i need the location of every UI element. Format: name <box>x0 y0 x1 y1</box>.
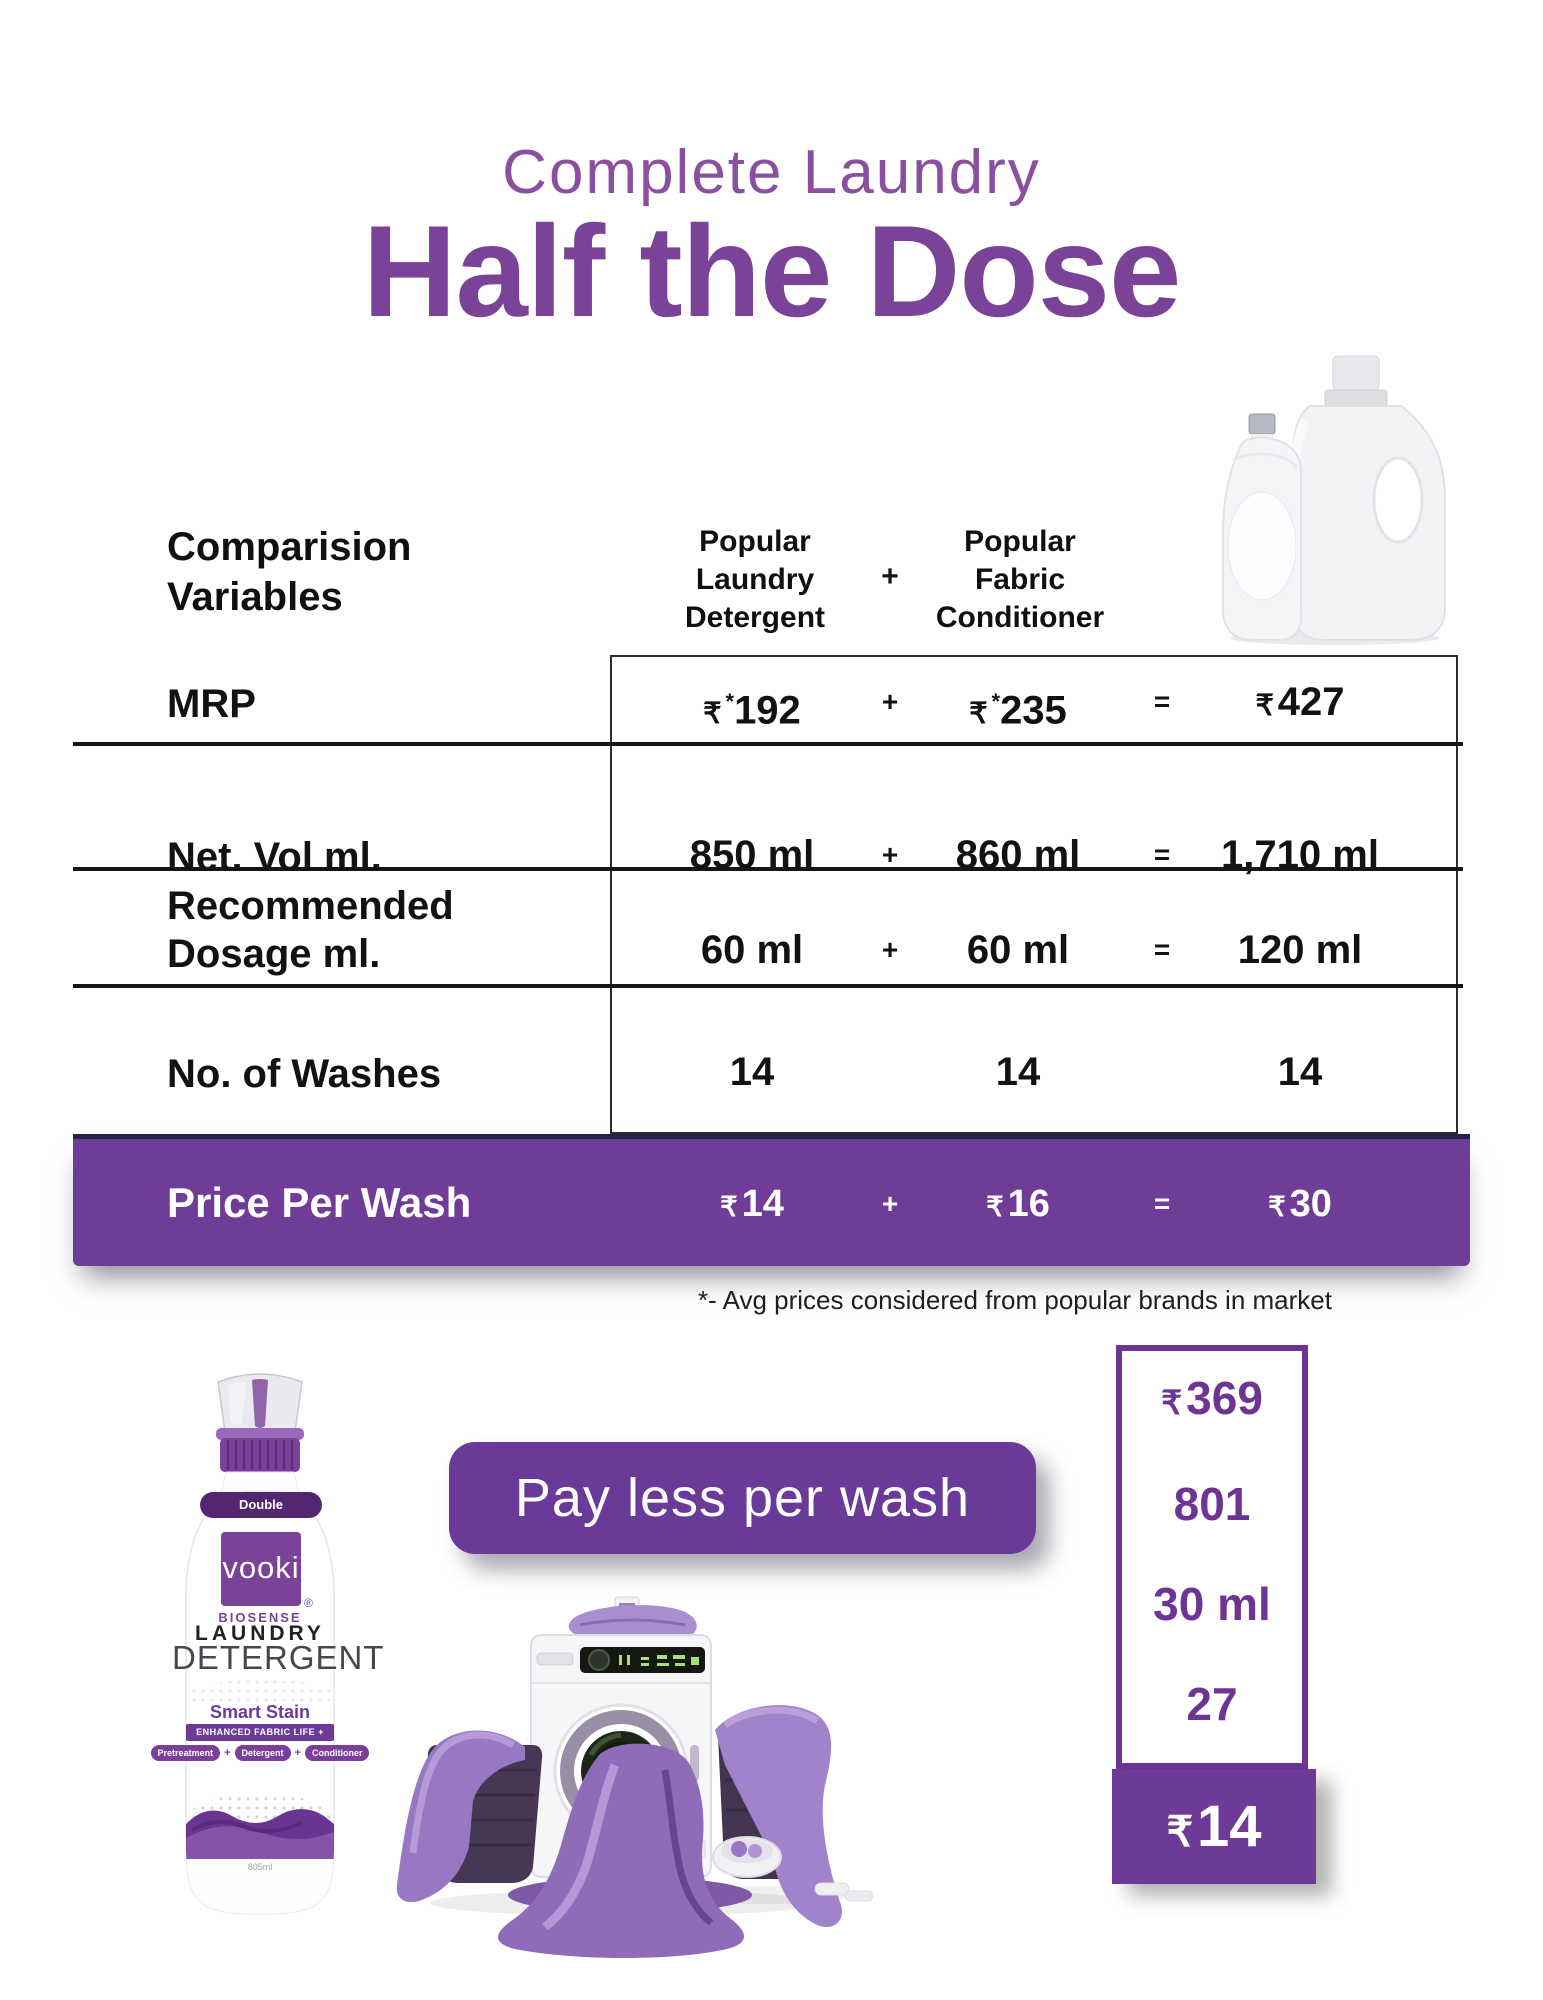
mrp-total-value: ₹427 <box>1255 680 1345 724</box>
washes-total-value: 14 <box>1277 1050 1323 1094</box>
footnote: *- Avg prices considered from popular br… <box>698 1285 1332 1315</box>
registered-mark: ® <box>304 1596 313 1610</box>
vooki-bottle-illustration: Double Concentrated vooki ® BIOSENSE LAU… <box>150 1372 385 1917</box>
vol-conditioner-value: 860 ml <box>955 833 1081 877</box>
bottle-laundry-label: LAUNDRY <box>195 1622 325 1645</box>
summary-mrp: ₹369 <box>1161 1372 1263 1424</box>
dosage-total-value: 120 ml <box>1237 928 1363 972</box>
summary-washes: 27 <box>1186 1678 1238 1730</box>
summary-panel: ₹369 801 30 ml 27 <box>1116 1345 1308 1769</box>
bottle-feature-pills: Pretreatment + Detergent + Conditioner <box>150 1745 370 1761</box>
table-divider <box>73 742 1463 746</box>
mrp-conditioner-value: ₹ *235 <box>969 688 1067 733</box>
vol-detergent-value: 850 ml <box>689 833 815 877</box>
plus-operator: + <box>881 839 899 870</box>
mrp-detergent-value: ₹ *192 <box>703 688 801 733</box>
dosage-conditioner-value: 60 ml <box>966 928 1070 972</box>
pill-detergent: Detergent <box>234 1745 291 1761</box>
equals-operator: = <box>1153 934 1171 965</box>
row-label-dosage: Recommended Dosage ml. <box>167 884 454 976</box>
row-label-net-vol: Net. Vol ml. <box>167 835 382 879</box>
summary-price-highlight: ₹14 <box>1112 1769 1316 1884</box>
table-header-detergent: Popular Laundry Detergent <box>684 525 826 634</box>
bottle-detergent-label: DETERGENT <box>172 1639 385 1676</box>
bottle-banner: Double Concentrated <box>200 1492 322 1538</box>
row-label-mrp: MRP <box>167 682 256 726</box>
vooki-logo: vooki <box>221 1532 301 1606</box>
summary-volume: 801 <box>1173 1478 1251 1530</box>
table-value-frame <box>610 655 1458 1134</box>
table-divider <box>73 984 1463 988</box>
bottle-feature-band: ENHANCED FABRIC LIFE + SOFTNESS <box>186 1724 334 1754</box>
price-detergent-value: ₹14 <box>720 1183 784 1225</box>
washes-conditioner-value: 14 <box>995 1050 1041 1094</box>
detergent-bottles-icon <box>1222 355 1446 645</box>
equals-operator: = <box>1153 1188 1171 1219</box>
pay-less-cta-button[interactable]: Pay less per wash <box>449 1442 1036 1554</box>
price-per-wash-bar: Price Per Wash ₹14 + ₹16 = ₹30 <box>73 1134 1470 1266</box>
table-divider <box>73 867 1463 871</box>
bottle-volume: 805ml <box>247 1862 273 1872</box>
price-total-value: ₹30 <box>1268 1183 1332 1225</box>
header-subtitle: Complete Laundry <box>502 138 1041 207</box>
pill-pretreatment: Pretreatment <box>150 1745 221 1761</box>
row-label-washes: No. of Washes <box>167 1052 442 1096</box>
pill-plus-icon: + <box>224 1747 231 1759</box>
bottle-biosense-label: BIOSENSE <box>218 1610 302 1625</box>
equals-operator: = <box>1153 839 1171 870</box>
plus-operator: + <box>881 1188 899 1219</box>
table-header-conditioner: Popular Fabric Conditioner <box>935 525 1105 634</box>
page-title: Half the Dose <box>362 198 1182 344</box>
plus-operator: + <box>881 686 899 717</box>
table-header-variables: Comparision Variables <box>167 525 412 619</box>
header-plus-sign: + <box>881 560 899 593</box>
washes-detergent-value: 14 <box>729 1050 775 1094</box>
equals-operator: = <box>1153 686 1171 717</box>
dosage-detergent-value: 60 ml <box>700 928 804 972</box>
plus-operator: + <box>881 934 899 965</box>
pill-conditioner: Conditioner <box>304 1745 370 1761</box>
price-conditioner-value: ₹16 <box>986 1183 1050 1225</box>
vol-total-value: 1,710 ml <box>1221 833 1379 877</box>
pill-plus-icon: + <box>294 1747 301 1759</box>
row-label-price: Price Per Wash <box>167 1179 472 1226</box>
washing-machine-illustration <box>396 1596 874 1958</box>
summary-dosage: 30 ml <box>1153 1578 1271 1630</box>
